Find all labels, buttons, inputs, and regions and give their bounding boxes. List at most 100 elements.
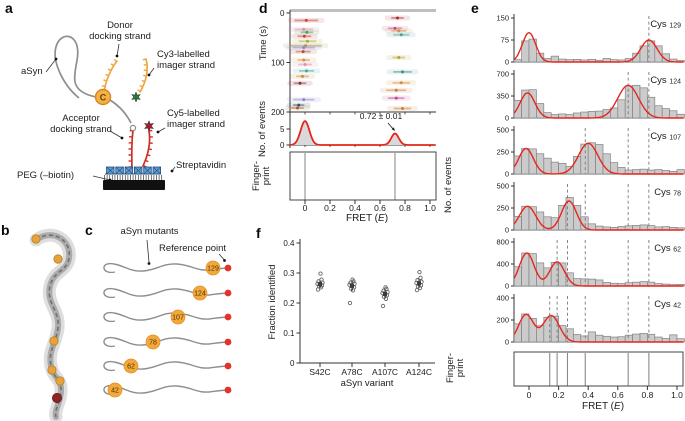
scatter-point xyxy=(305,69,308,73)
acceptor-label-line1: Acceptor xyxy=(62,113,100,124)
fit-curve xyxy=(513,32,684,63)
leader-line xyxy=(146,239,150,263)
scatter-point xyxy=(396,16,399,20)
tick-label: 0.4 xyxy=(283,239,295,248)
scatter-point xyxy=(301,50,305,54)
mutation-site-number: 124 xyxy=(194,291,206,298)
scatter-point xyxy=(302,27,306,31)
histogram-bar xyxy=(521,148,530,175)
panel-b-structure xyxy=(0,225,85,421)
histogram-bar xyxy=(632,333,641,343)
tick-label: 500 xyxy=(496,126,509,135)
tick-label: 0.6 xyxy=(612,390,624,400)
replicate-point xyxy=(318,271,323,276)
scatter-point xyxy=(399,33,403,37)
peg-biotin-label: PEG (–biotin) xyxy=(17,170,75,181)
panel-f-label: f xyxy=(256,225,261,241)
leader-dot xyxy=(147,73,151,77)
scatter-point xyxy=(394,88,398,92)
tick-label: 0 xyxy=(303,203,308,213)
histogram-bar xyxy=(536,211,545,231)
cysteine-residue-marker xyxy=(94,88,112,106)
histogram-bar xyxy=(587,278,596,287)
leader-dot xyxy=(223,259,226,262)
tick-label: 0 xyxy=(280,9,285,18)
mutant-chain xyxy=(103,336,229,348)
mutation-site-marker xyxy=(107,382,123,398)
cy5-imager-label: Cy5-labelled imager strand xyxy=(167,108,237,130)
dna-strand-tooth xyxy=(110,63,115,67)
mutation-site-number: 129 xyxy=(207,266,219,273)
dna-strand-tooth xyxy=(142,74,147,77)
histogram-bar xyxy=(587,142,596,175)
mutation-site-marker xyxy=(205,260,221,276)
fingerprint-axis-label: Finger- print xyxy=(251,158,272,194)
panel-d-fret-trace: 0 100 200 0 5 0 0.2 0.4 0.6 0.8 1.0 Time (s) No. o… xyxy=(251,0,440,230)
tick-label: 800 xyxy=(496,238,509,247)
leader-dot xyxy=(54,57,58,61)
histogram-bar xyxy=(669,110,678,119)
tick-label: 250 xyxy=(496,148,509,157)
cy3-imager-label: Cy3-labelled imager strand xyxy=(157,49,231,71)
mean-marker xyxy=(318,282,322,287)
labelling-site-sphere xyxy=(31,234,41,244)
dna-strand-tooth xyxy=(113,58,118,62)
mean-marker xyxy=(350,283,354,288)
histogram-bar xyxy=(580,111,589,119)
histogram-bar xyxy=(617,167,626,175)
scatter-point xyxy=(303,62,307,66)
tick-label: 100 xyxy=(271,58,285,67)
histogram-bar xyxy=(580,216,589,231)
replicate-point xyxy=(352,281,357,286)
fit-curve xyxy=(513,313,684,343)
fluorophore-star-icon xyxy=(143,120,155,132)
replicate-point xyxy=(380,303,386,309)
tick-label: 150 xyxy=(496,14,509,23)
annotation-arrowhead xyxy=(391,127,395,131)
leader-dot xyxy=(115,54,119,58)
tick-label: 0.8 xyxy=(641,390,653,400)
tick-label: 400 xyxy=(496,294,509,303)
histogram-bar xyxy=(617,336,626,343)
events-fill xyxy=(290,121,436,145)
histogram-bar xyxy=(654,105,663,119)
donor-label-line1: Donor xyxy=(107,20,133,31)
mutation-site-marker xyxy=(123,358,139,374)
tick-label: 350 xyxy=(496,92,509,101)
scatter-point xyxy=(298,81,302,85)
dna-strand-tooth xyxy=(107,68,112,72)
histogram-bar xyxy=(602,335,611,343)
labelling-site-sphere xyxy=(49,336,59,346)
tick-label: 0.2 xyxy=(324,203,336,213)
coverslip-surface xyxy=(103,180,165,190)
leader-line xyxy=(116,43,120,57)
dna-strand-tooth xyxy=(145,159,149,163)
fret-axis-label: FRET (E) xyxy=(581,401,625,412)
fingerprint-box xyxy=(289,151,437,201)
histogram-bar xyxy=(513,59,522,63)
tick-label: 5 xyxy=(280,125,285,134)
dna-strand-tooth xyxy=(148,148,152,151)
replicate-point xyxy=(417,269,422,275)
scatter-point xyxy=(302,46,306,50)
streptavidin-cross xyxy=(115,166,124,175)
reference-point-label: Reference point xyxy=(159,243,227,254)
leader-dot xyxy=(108,178,112,182)
peak-annotation: 0.72 ± 0.01 xyxy=(359,111,403,121)
mean-marker xyxy=(417,281,421,286)
variant-axis-label: aSyn variant xyxy=(340,378,394,389)
leader-dot xyxy=(147,262,151,265)
tick-label: 0 xyxy=(527,390,532,400)
panel-c-mutants: 129 124 107 78 62 42 aSyn mutants Reference p… xyxy=(85,225,255,421)
cys-variant-label: Cys 124 xyxy=(650,75,681,86)
labelling-site-sphere xyxy=(47,365,57,375)
asyn-mutants-title: aSyn mutants xyxy=(120,226,179,237)
leader-line xyxy=(218,253,225,260)
tick-label: 250 xyxy=(496,204,509,213)
replicate-point xyxy=(319,277,324,282)
dna-strand-tooth xyxy=(147,154,151,157)
histogram-bar xyxy=(661,53,670,63)
cys-variant-label: Cys 42 xyxy=(654,299,681,310)
tick-label: 0 xyxy=(505,282,509,291)
